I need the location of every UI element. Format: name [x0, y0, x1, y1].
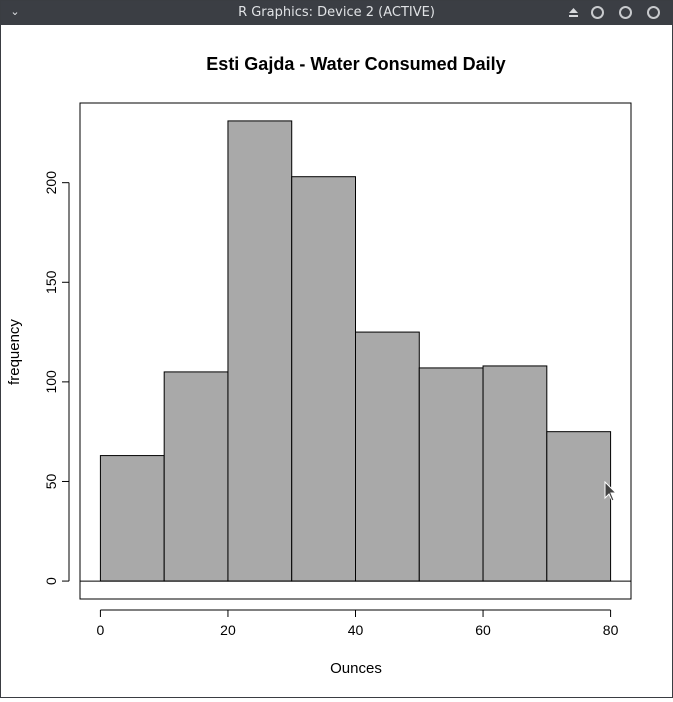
histogram-bar	[163, 371, 229, 582]
mouse-cursor-icon	[604, 481, 618, 502]
x-tick-label: 80	[603, 622, 619, 638]
histogram-bar	[99, 455, 165, 582]
close-icon[interactable]	[647, 6, 660, 19]
y-tick-label: 200	[43, 171, 59, 195]
x-tick-label: 20	[220, 622, 236, 638]
x-tick-label: 40	[348, 622, 364, 638]
histogram-bar	[355, 331, 420, 582]
plot-frame	[79, 102, 632, 600]
minimize-icon[interactable]	[591, 6, 604, 19]
chart-title: Esti Gajda - Water Consumed Daily	[206, 54, 505, 74]
y-tick-label: 150	[43, 270, 59, 294]
plot-canvas: Esti Gajda - Water Consumed Daily Ounces…	[1, 25, 672, 697]
eject-icon[interactable]	[567, 6, 580, 19]
maximize-icon[interactable]	[619, 6, 632, 19]
y-tick-label: 50	[43, 473, 59, 489]
histogram-bar	[291, 176, 356, 582]
histogram-bar	[227, 120, 293, 582]
axes-group: 0 20 40 60 80 0 50 100 150 200	[43, 102, 632, 638]
x-tick-label: 0	[97, 622, 105, 638]
y-axis-label: frequency	[6, 319, 23, 385]
chevron-down-icon[interactable]: ⌄	[10, 6, 20, 18]
histogram-bar	[546, 431, 612, 582]
histogram-bar	[418, 367, 484, 582]
title-bar[interactable]: ⌄ R Graphics: Device 2 (ACTIVE)	[1, 1, 672, 25]
window-title: R Graphics: Device 2 (ACTIVE)	[238, 5, 435, 20]
x-axis-label: Ounces	[330, 660, 382, 677]
y-tick-label: 0	[43, 577, 59, 585]
y-tick-label: 100	[43, 370, 59, 394]
x-tick-label: 60	[475, 622, 491, 638]
histogram-chart: Esti Gajda - Water Consumed Daily Ounces…	[6, 54, 632, 677]
bars-group	[99, 120, 612, 582]
histogram-bar	[482, 365, 548, 582]
